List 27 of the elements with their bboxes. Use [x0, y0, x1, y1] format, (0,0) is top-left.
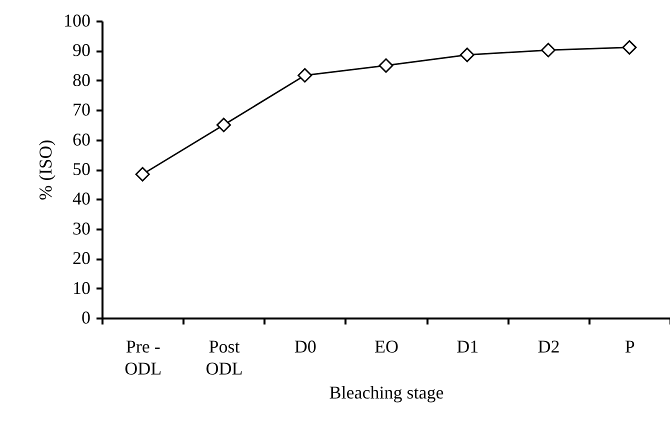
point [135, 166, 150, 182]
x-tick-label: P [624, 336, 635, 356]
x-tick-label: EO [374, 336, 398, 356]
point [622, 40, 637, 55]
x-tick-label: D0 [294, 336, 316, 356]
y-axis-title: % (ISO) [36, 140, 56, 200]
y-tick-label: 80 [72, 70, 90, 90]
y-tick-label: 60 [72, 129, 90, 150]
y-tick-label: 10 [72, 278, 90, 298]
point [541, 42, 556, 58]
y-tick-label: 90 [72, 40, 90, 60]
y-tick-label: 50 [72, 159, 90, 179]
y-tick-label: 100 [64, 10, 90, 30]
point [378, 58, 394, 73]
x-tick-label: Pre - ODL [124, 336, 162, 378]
x-tick-label: Post ODL [206, 336, 243, 378]
y-tick-label: 40 [72, 188, 90, 209]
x-tick-label: D2 [538, 336, 560, 356]
y-tick-label: 20 [72, 248, 90, 268]
x-tick-label: D1 [456, 336, 479, 356]
point [460, 48, 474, 62]
y-tick-label: 70 [72, 100, 90, 120]
y-tick-label: 0 [82, 308, 90, 328]
y-tick-label: 30 [72, 218, 90, 238]
x-axis-title: Bleaching stage [329, 382, 444, 402]
point [216, 118, 231, 132]
point [298, 68, 312, 83]
